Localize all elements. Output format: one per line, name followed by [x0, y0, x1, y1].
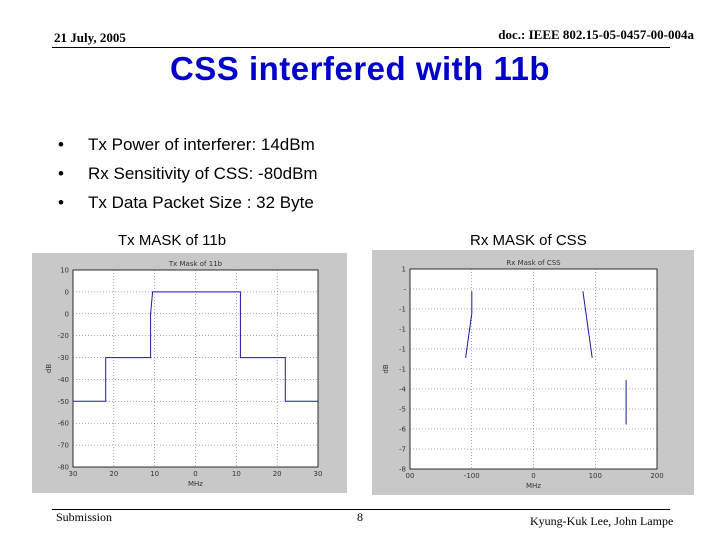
y-tick-label: -20 [58, 332, 69, 340]
slide-title: CSS interfered with 11b [169, 50, 551, 87]
y-tick-label: -8 [399, 466, 406, 474]
series-line [73, 291, 318, 402]
y-tick-label: -30 [58, 354, 69, 362]
x-tick-label: 0 [531, 472, 535, 480]
x-tick-label: 30 [314, 470, 323, 478]
series-line [582, 291, 593, 358]
y-tick-label: -5 [399, 406, 406, 414]
chart-rx-mask: Rx Mask of CSS 00 -100 0 100 200 1 - -1 -1 -1 -1 -4 -… [382, 259, 664, 490]
footer-submission: Submission [56, 510, 113, 524]
y-tick-label: -1 [399, 306, 406, 314]
chart-title: Tx Mask of 11b [168, 260, 223, 268]
y-tick-label: -60 [58, 420, 69, 428]
y-tick-label: - [403, 286, 406, 294]
x-tick-label: 20 [109, 470, 118, 478]
series-line [465, 291, 473, 358]
y-tick-label: 10 [60, 267, 69, 275]
y-tick-label: -6 [399, 426, 407, 434]
y-axis-label: dB [382, 364, 390, 373]
header-doc-id: doc.: IEEE 802.15-05-0457-00-004a [498, 27, 694, 42]
x-tick-label: 200 [650, 472, 663, 480]
caption-right: Rx MASK of CSS [470, 232, 587, 249]
x-tick-label: 20 [273, 470, 282, 478]
x-tick-label: 10 [150, 470, 159, 478]
x-axis-label: MHz [526, 482, 541, 490]
y-tick-label: -1 [399, 326, 406, 334]
x-tick-label: 100 [589, 472, 602, 480]
caption-left: Tx MASK of 11b [118, 232, 227, 249]
bullet-text: Tx Power of interferer: 14dBm [88, 135, 315, 154]
footer-rule [52, 509, 670, 510]
y-tick-label: -4 [399, 386, 407, 394]
bullet-list: • Tx Power of interferer: 14dBm • Rx Sensi… [58, 134, 318, 221]
bullet-item: • Tx Data Packet Size : 32 Byte [58, 192, 318, 221]
y-tick-label: -1 [399, 366, 406, 374]
y-tick-label: -80 [58, 464, 69, 472]
y-tick-label: -7 [399, 446, 406, 454]
y-tick-label: 1 [402, 266, 406, 274]
x-tick-label: 00 [406, 472, 415, 480]
y-tick-label: 0 [65, 288, 69, 296]
header-date: 21 July, 2005 [54, 30, 126, 45]
header-rule [52, 47, 670, 48]
footer-page-number: 8 [357, 510, 363, 524]
bullet-item: • Tx Power of interferer: 14dBm [58, 134, 318, 163]
plot-area [72, 269, 319, 468]
chart-title: Rx Mask of CSS [506, 259, 561, 267]
chart-tx-mask: Tx Mask of 11b 30 20 10 0 10 20 30 10 0 0 -20 -30 -40… [45, 260, 323, 488]
y-tick-label: 0 [65, 310, 69, 318]
x-tick-label: -100 [464, 472, 480, 480]
chart-panel-left: Tx Mask of 11b 30 20 10 0 10 20 30 10 0 0 -20 -30 -40… [32, 253, 347, 493]
y-tick-label: -1 [399, 346, 406, 354]
y-tick-label: -40 [58, 376, 69, 384]
bullet-text: Tx Data Packet Size : 32 Byte [88, 193, 314, 212]
footer-authors: Kyung-Kuk Lee, John Lampe [530, 514, 674, 528]
bullet-text: Rx Sensitivity of CSS: -80dBm [88, 164, 318, 183]
y-tick-label: -70 [58, 442, 69, 450]
x-tick-label: 10 [232, 470, 241, 478]
y-axis-label: dB [45, 364, 53, 373]
y-tick-label: -50 [58, 398, 69, 406]
x-tick-label: 0 [193, 470, 197, 478]
chart-panel-right: Rx Mask of CSS 00 -100 0 100 200 1 - -1 -1 -1 -1 -4 -… [372, 250, 694, 495]
x-tick-label: 30 [69, 470, 78, 478]
bullet-item: • Rx Sensitivity of CSS: -80dBm [58, 163, 318, 192]
x-axis-label: MHz [188, 480, 203, 488]
